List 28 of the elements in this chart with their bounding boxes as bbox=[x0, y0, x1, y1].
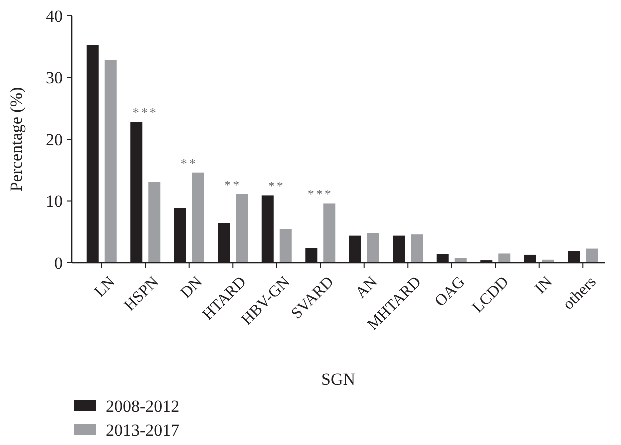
x-tick-label: IN bbox=[532, 273, 556, 298]
bar bbox=[411, 234, 424, 263]
bar bbox=[498, 254, 511, 263]
bar bbox=[454, 258, 467, 263]
legend-label: 2013-2017 bbox=[106, 420, 180, 440]
y-tick-label: 40 bbox=[46, 6, 63, 26]
bar bbox=[148, 182, 161, 263]
bar bbox=[104, 60, 117, 263]
y-axis-title: Percentage (%) bbox=[7, 87, 26, 192]
x-tick-label: DN bbox=[178, 273, 206, 302]
annotation: ** bbox=[180, 156, 198, 171]
bar bbox=[236, 194, 248, 263]
annotation: *** bbox=[132, 105, 158, 120]
annotation: *** bbox=[308, 186, 334, 202]
x-axis-title: SGN bbox=[321, 370, 356, 389]
bar bbox=[324, 204, 336, 263]
x-tick-label: LN bbox=[92, 273, 119, 301]
bar bbox=[280, 229, 292, 263]
y-tick-label: 10 bbox=[46, 192, 63, 212]
bar bbox=[586, 248, 598, 263]
legend-label: 2008-2012 bbox=[106, 396, 180, 416]
y-tick-label: 30 bbox=[46, 68, 63, 88]
bar bbox=[367, 233, 380, 263]
y-tick-label: 0 bbox=[54, 254, 63, 273]
y-tick-label: 20 bbox=[46, 130, 63, 150]
annotation: ** bbox=[268, 178, 286, 194]
bar bbox=[192, 172, 204, 263]
annotation: ** bbox=[224, 177, 242, 192]
